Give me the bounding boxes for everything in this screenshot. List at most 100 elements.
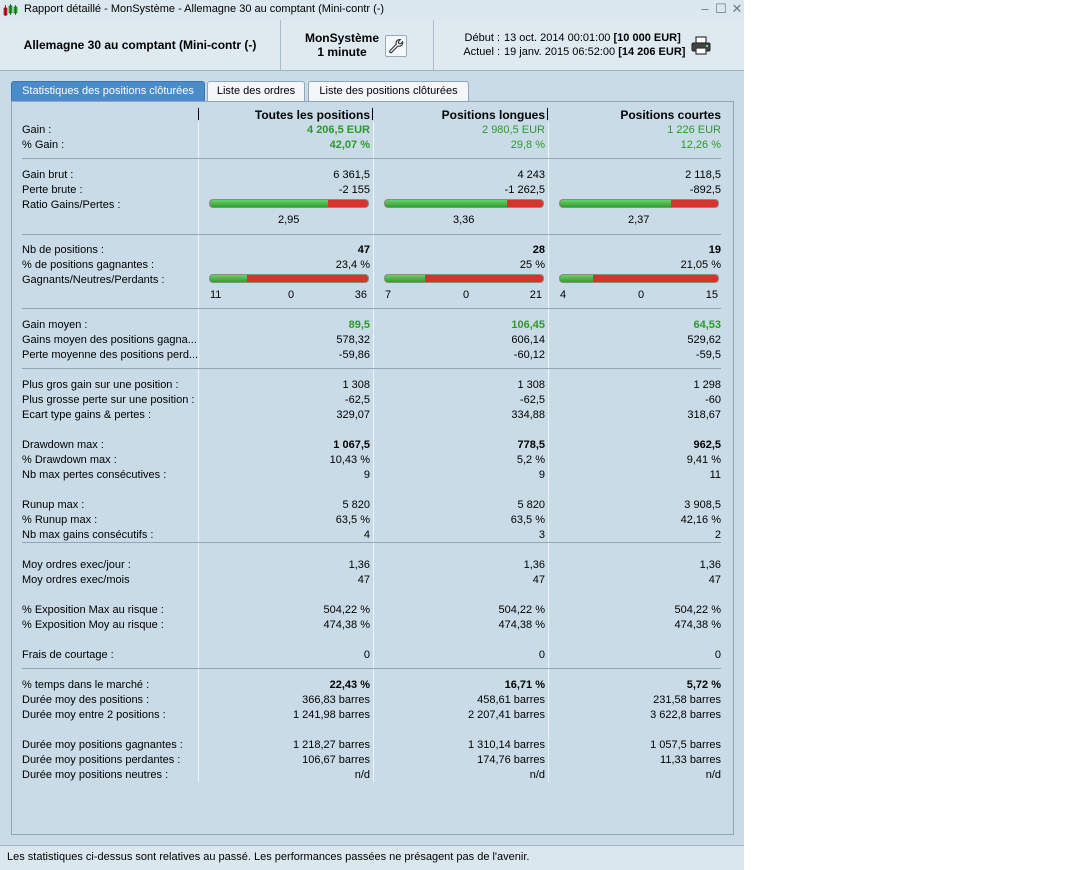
stat-value-all: 1 241,98 barres: [292, 709, 370, 721]
stat-label: Plus gros gain sur une position :: [22, 379, 179, 391]
stat-value-all: 47: [357, 574, 370, 586]
stat-value-all: -2 155: [338, 184, 370, 196]
stat-value-long: -62,5: [519, 394, 545, 406]
stat-value-short: -59,5: [695, 349, 721, 361]
stat-value-short: 1 057,5 barres: [650, 739, 721, 751]
stat-value-long: 9: [538, 469, 545, 481]
win-loss-bar-fill: [210, 275, 247, 282]
stat-value-long: n/d: [529, 769, 545, 781]
current-line: Actuel :19 janv. 2015 06:52:00 [14 206 E…: [463, 46, 686, 58]
stat-value-long: 474,38 %: [498, 619, 545, 631]
stat-value-short: 2 118,5: [685, 169, 721, 181]
header-divider: [280, 20, 281, 70]
ratio-bar-fill: [560, 200, 671, 207]
stat-value-all: 1,36: [348, 559, 370, 571]
stat-label: % Exposition Max au risque :: [22, 604, 164, 616]
stat-value-all: 63,5 %: [335, 514, 370, 526]
stat-value-long: -1 262,5: [504, 184, 545, 196]
stat-value-short: 12,26 %: [680, 139, 721, 151]
stat-value-short: 47: [708, 574, 721, 586]
stat-label: Gain :: [22, 124, 52, 136]
stat-label: Frais de courtage :: [22, 649, 114, 661]
stat-label: Moy ordres exec/mois: [22, 574, 130, 586]
winners-count-all: 11: [210, 289, 222, 301]
stat-value-short: 504,22 %: [674, 604, 721, 616]
stat-value-long: 778,5: [517, 439, 545, 451]
stat-value-short: 0: [714, 649, 721, 661]
stat-label: Nb max pertes consécutives :: [22, 469, 167, 481]
stat-value-short: 5,72 %: [686, 679, 721, 691]
tab-closed-positions-stats[interactable]: Statistiques des positions clôturées: [11, 81, 205, 102]
stat-value-short: 231,58 barres: [653, 694, 721, 706]
stat-value-all: 329,07: [336, 409, 370, 421]
stat-value-all: -59,86: [338, 349, 370, 361]
stat-value-short: 2: [714, 529, 721, 541]
win-loss-bar-short: [559, 274, 719, 283]
stat-label: Durée moy entre 2 positions :: [22, 709, 166, 721]
printer-icon[interactable]: [690, 35, 712, 57]
stat-value-long: 5,2 %: [516, 454, 545, 466]
close-icon[interactable]: ✕: [731, 1, 743, 16]
stat-value-all: 10,43 %: [329, 454, 370, 466]
stat-label: Gain moyen :: [22, 319, 88, 331]
column-divider: [198, 122, 199, 782]
stat-value-all: 1 067,5: [333, 439, 370, 451]
ratio-value-all: 2,95: [278, 214, 300, 226]
minimize-icon[interactable]: –: [701, 1, 709, 16]
stat-label: % de positions gagnantes :: [22, 259, 155, 271]
stat-label: Perte moyenne des positions perd...: [22, 349, 199, 361]
statistics-panel: Toutes les positions Positions longues P…: [11, 101, 734, 835]
timeframe: 1 minute: [317, 45, 367, 59]
stat-value-short: 11,33 barres: [660, 754, 721, 766]
stat-value-long: 334,88: [511, 409, 545, 421]
stat-label: Ecart type gains & pertes :: [22, 409, 152, 421]
title-bar: Rapport détaillé - MonSystème - Allemagn…: [0, 0, 744, 21]
stat-value-long: 4 243: [517, 169, 545, 181]
stat-value-all: 9: [363, 469, 370, 481]
stat-value-all: 366,83 barres: [302, 694, 370, 706]
stat-label: Perte brute :: [22, 184, 83, 196]
stat-value-short: 1 298: [693, 379, 721, 391]
stat-value-short: 11: [709, 469, 721, 481]
stat-label: Nb de positions :: [22, 244, 104, 256]
stat-value-long: -60,12: [513, 349, 545, 361]
stat-value-short: 1 226 EUR: [667, 124, 721, 136]
stat-value-long: 2 980,5 EUR: [482, 124, 545, 136]
stat-value-short: 64,53: [693, 319, 721, 331]
stat-label: Durée moy positions perdantes :: [22, 754, 181, 766]
ratio-value-short: 2,37: [628, 214, 650, 226]
disclaimer-text: Les statistiques ci-dessus sont relative…: [7, 851, 530, 863]
column-separator: [372, 108, 373, 120]
win-loss-bar-fill: [560, 275, 593, 282]
window-title: Rapport détaillé - MonSystème - Allemagn…: [24, 3, 385, 15]
win-loss-bar-fill: [385, 275, 425, 282]
stat-value-all: 578,32: [336, 334, 370, 346]
stat-value-all: 23,4 %: [335, 259, 370, 271]
ratio-value-long: 3,36: [453, 214, 475, 226]
tab-closed-positions-list[interactable]: Liste des positions clôturées: [308, 81, 469, 101]
stat-value-short: -60: [705, 394, 721, 406]
stat-value-short: 42,16 %: [680, 514, 721, 526]
stat-value-long: 29,8 %: [510, 139, 545, 151]
stat-value-all: -62,5: [344, 394, 370, 406]
instrument-name: Allemagne 30 au comptant (Mini-contr (-): [23, 38, 257, 52]
losers-count-long: 21: [529, 289, 542, 301]
stat-value-all: 22,43 %: [329, 679, 370, 691]
column-header-all: Toutes les positions: [254, 108, 370, 122]
stat-value-long: 606,14: [511, 334, 545, 346]
tab-orders-list[interactable]: Liste des ordres: [207, 81, 305, 101]
maximize-icon[interactable]: ☐: [715, 1, 727, 16]
stat-value-short: 1,36: [699, 559, 721, 571]
report-header: Allemagne 30 au comptant (Mini-contr (-)…: [0, 20, 744, 71]
stat-value-all: 504,22 %: [323, 604, 370, 616]
section-separator: [22, 308, 721, 309]
ratio-bar-long: [384, 199, 544, 208]
stat-value-all: 89,5: [348, 319, 370, 331]
report-window: Rapport détaillé - MonSystème - Allemagn…: [0, 0, 744, 870]
stat-value-long: 174,76 barres: [477, 754, 545, 766]
stat-value-all: 42,07 %: [329, 139, 370, 151]
settings-wrench-button[interactable]: [385, 35, 407, 57]
system-info: MonSystème 1 minute: [282, 31, 402, 59]
stat-label: Nb max gains consécutifs :: [22, 529, 154, 541]
column-separator: [547, 108, 548, 120]
